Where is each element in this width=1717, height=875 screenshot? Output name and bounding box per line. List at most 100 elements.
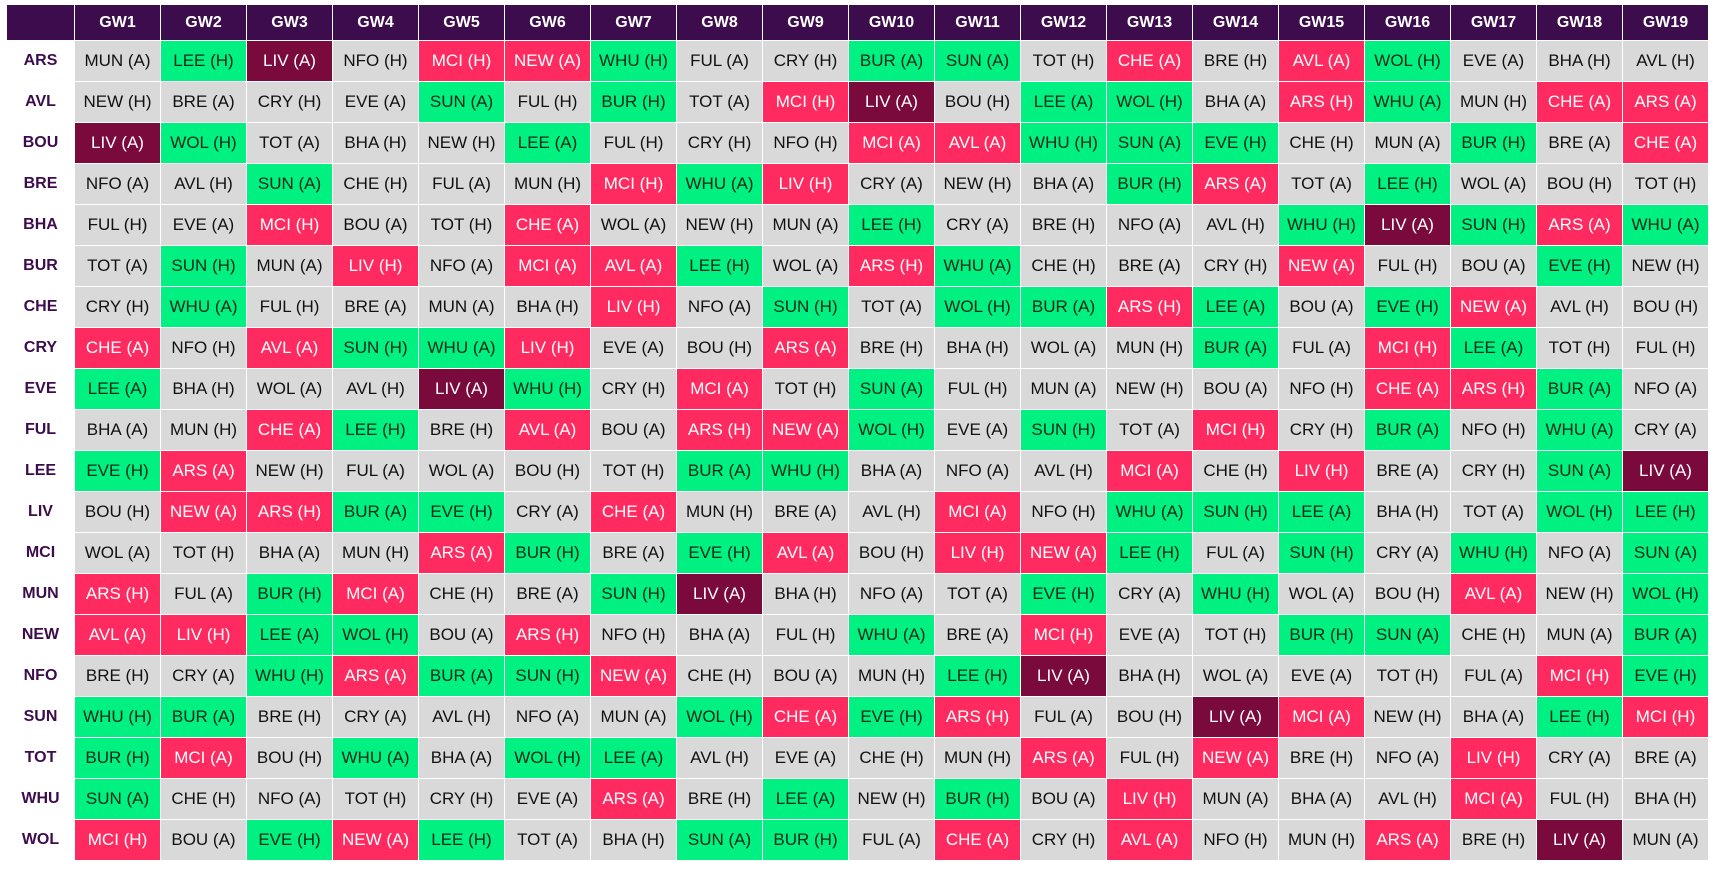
fixture-cell: CRY (H) bbox=[1450, 450, 1537, 492]
fixture-cell: LEE (H) bbox=[1106, 532, 1193, 574]
fixture-cell: EVE (H) bbox=[1622, 655, 1709, 697]
fixture-cell: BUR (H) bbox=[1106, 163, 1193, 205]
fixture-cell: SUN (H) bbox=[332, 327, 419, 369]
fixture-cell: MCI (A) bbox=[848, 122, 935, 164]
team-row: WOL MCI (H) BOU (A) EVE (H) NEW (A) LEE (H) TO… bbox=[6, 819, 1709, 861]
fixture-cell: CRY (A) bbox=[504, 491, 591, 533]
gameweek-header: GW9 bbox=[762, 4, 849, 41]
fixture-cell: WOL (H) bbox=[332, 614, 419, 656]
fixture-cell: EVE (H) bbox=[1536, 245, 1623, 287]
fixture-cell: TOT (H) bbox=[762, 368, 849, 410]
fixture-cell: BUR (A) bbox=[418, 655, 505, 697]
team-label: SUN bbox=[6, 696, 75, 738]
fixture-cell: MCI (A) bbox=[504, 245, 591, 287]
fixture-cell: CHE (A) bbox=[504, 204, 591, 246]
fixture-cell: WHU (H) bbox=[590, 40, 677, 82]
fixture-cell: WHU (A) bbox=[848, 614, 935, 656]
gameweek-header: GW13 bbox=[1106, 4, 1193, 41]
fixture-cell: LEE (A) bbox=[590, 737, 677, 779]
fixture-cell: NEW (A) bbox=[160, 491, 247, 533]
gameweek-header-row: GW1 GW2 GW3 GW4 GW5 GW6 GW7 GW8 GW9 GW10 GW11 GW12 G… bbox=[6, 4, 1709, 41]
fixture-cell: ARS (H) bbox=[934, 696, 1021, 738]
team-row: NEW AVL (A) LIV (H) LEE (A) WOL (H) BOU (A) AR… bbox=[6, 614, 1709, 656]
fixture-cell: BRE (A) bbox=[762, 491, 849, 533]
fixture-cell: MUN (H) bbox=[848, 655, 935, 697]
fixture-cell: LEE (A) bbox=[1020, 81, 1107, 123]
fixture-cell: CRY (H) bbox=[74, 286, 161, 328]
fixture-cell: AVL (A) bbox=[1450, 573, 1537, 615]
fixture-cell: ARS (A) bbox=[762, 327, 849, 369]
fixture-cell: LIV (H) bbox=[504, 327, 591, 369]
fixture-cell: BRE (H) bbox=[1450, 819, 1537, 861]
fixture-cell: BRE (A) bbox=[934, 614, 1021, 656]
fixture-cell: BUR (H) bbox=[590, 81, 677, 123]
fixture-cell: CRY (A) bbox=[1536, 737, 1623, 779]
fixture-cell: BOU (H) bbox=[504, 450, 591, 492]
fixture-cell: LEE (H) bbox=[418, 819, 505, 861]
team-label: FUL bbox=[6, 409, 75, 451]
fixture-cell: FUL (A) bbox=[332, 450, 419, 492]
fixture-cell: WOL (A) bbox=[246, 368, 333, 410]
fixture-cell: MUN (A) bbox=[590, 696, 677, 738]
fixture-cell: CHE (A) bbox=[74, 327, 161, 369]
fixture-cell: WHU (A) bbox=[1536, 409, 1623, 451]
fixture-cell: BHA (A) bbox=[1020, 163, 1107, 205]
fixture-cell: TOT (A) bbox=[676, 81, 763, 123]
fixture-cell: WOL (H) bbox=[1106, 81, 1193, 123]
fixture-cell: BUR (A) bbox=[1020, 286, 1107, 328]
fixture-cell: BHA (H) bbox=[1622, 778, 1709, 820]
fixture-cell: FUL (H) bbox=[246, 286, 333, 328]
fixture-cell: CHE (A) bbox=[762, 696, 849, 738]
fixture-cell: MCI (H) bbox=[418, 40, 505, 82]
team-label: NEW bbox=[6, 614, 75, 656]
fixture-cell: BHA (A) bbox=[676, 614, 763, 656]
fixture-cell: BRE (A) bbox=[1622, 737, 1709, 779]
fixture-cell: TOT (A) bbox=[848, 286, 935, 328]
fixture-cell: ARS (A) bbox=[160, 450, 247, 492]
fixture-cell: NEW (H) bbox=[1536, 573, 1623, 615]
fixture-cell: ARS (H) bbox=[676, 409, 763, 451]
fixture-cell: MCI (A) bbox=[160, 737, 247, 779]
gameweek-header: GW19 bbox=[1622, 4, 1709, 41]
fixture-cell: BOU (H) bbox=[1106, 696, 1193, 738]
fixture-cell: WHU (H) bbox=[762, 450, 849, 492]
fixture-cell: BRE (H) bbox=[1192, 40, 1279, 82]
fixture-cell: WHU (H) bbox=[1192, 573, 1279, 615]
fixture-cell: LIV (A) bbox=[848, 81, 935, 123]
fixture-cell: BUR (A) bbox=[1364, 409, 1451, 451]
fixture-cell: AVL (A) bbox=[762, 532, 849, 574]
gameweek-header: GW12 bbox=[1020, 4, 1107, 41]
fixture-cell: CHE (A) bbox=[1364, 368, 1451, 410]
team-label: ARS bbox=[6, 40, 75, 82]
fixture-cell: MUN (H) bbox=[504, 163, 591, 205]
fixture-cell: NFO (A) bbox=[848, 573, 935, 615]
fixture-cell: BHA (A) bbox=[246, 532, 333, 574]
fixture-cell: LIV (H) bbox=[590, 286, 677, 328]
fixture-cell: EVE (A) bbox=[332, 81, 419, 123]
fixture-cell: MCI (H) bbox=[1020, 614, 1107, 656]
fixture-cell: BHA (H) bbox=[934, 327, 1021, 369]
fixture-cell: MUN (A) bbox=[1364, 122, 1451, 164]
fixture-cell: BOU (A) bbox=[590, 409, 677, 451]
team-label: LIV bbox=[6, 491, 75, 533]
fixture-cell: LIV (A) bbox=[1536, 819, 1623, 861]
fixture-cell: MCI (A) bbox=[1106, 450, 1193, 492]
fixture-cell: BRE (A) bbox=[1106, 245, 1193, 287]
fixture-cell: CRY (A) bbox=[160, 655, 247, 697]
fixture-cell: WHU (A) bbox=[418, 327, 505, 369]
team-row: ARS MUN (A) LEE (H) LIV (A) NFO (H) MCI (H) NE… bbox=[6, 40, 1709, 82]
fixture-cell: CRY (A) bbox=[1106, 573, 1193, 615]
fixture-cell: BUR (A) bbox=[1622, 614, 1709, 656]
fixture-cell: TOT (H) bbox=[1536, 327, 1623, 369]
team-row: SUN WHU (H) BUR (A) BRE (H) CRY (A) AVL (H) NF… bbox=[6, 696, 1709, 738]
gameweek-header: GW14 bbox=[1192, 4, 1279, 41]
fixture-cell: AVL (H) bbox=[1020, 450, 1107, 492]
fixture-cell: WHU (H) bbox=[1020, 122, 1107, 164]
team-row: WHU SUN (A) CHE (H) NFO (A) TOT (H) CRY (H) EV… bbox=[6, 778, 1709, 820]
fixture-cell: SUN (A) bbox=[418, 81, 505, 123]
fixture-cell: LIV (A) bbox=[1622, 450, 1709, 492]
fixture-cell: BRE (H) bbox=[848, 327, 935, 369]
fixture-cell: FUL (H) bbox=[762, 614, 849, 656]
fixture-cell: MUN (H) bbox=[1278, 819, 1365, 861]
fixture-cell: AVL (A) bbox=[74, 614, 161, 656]
